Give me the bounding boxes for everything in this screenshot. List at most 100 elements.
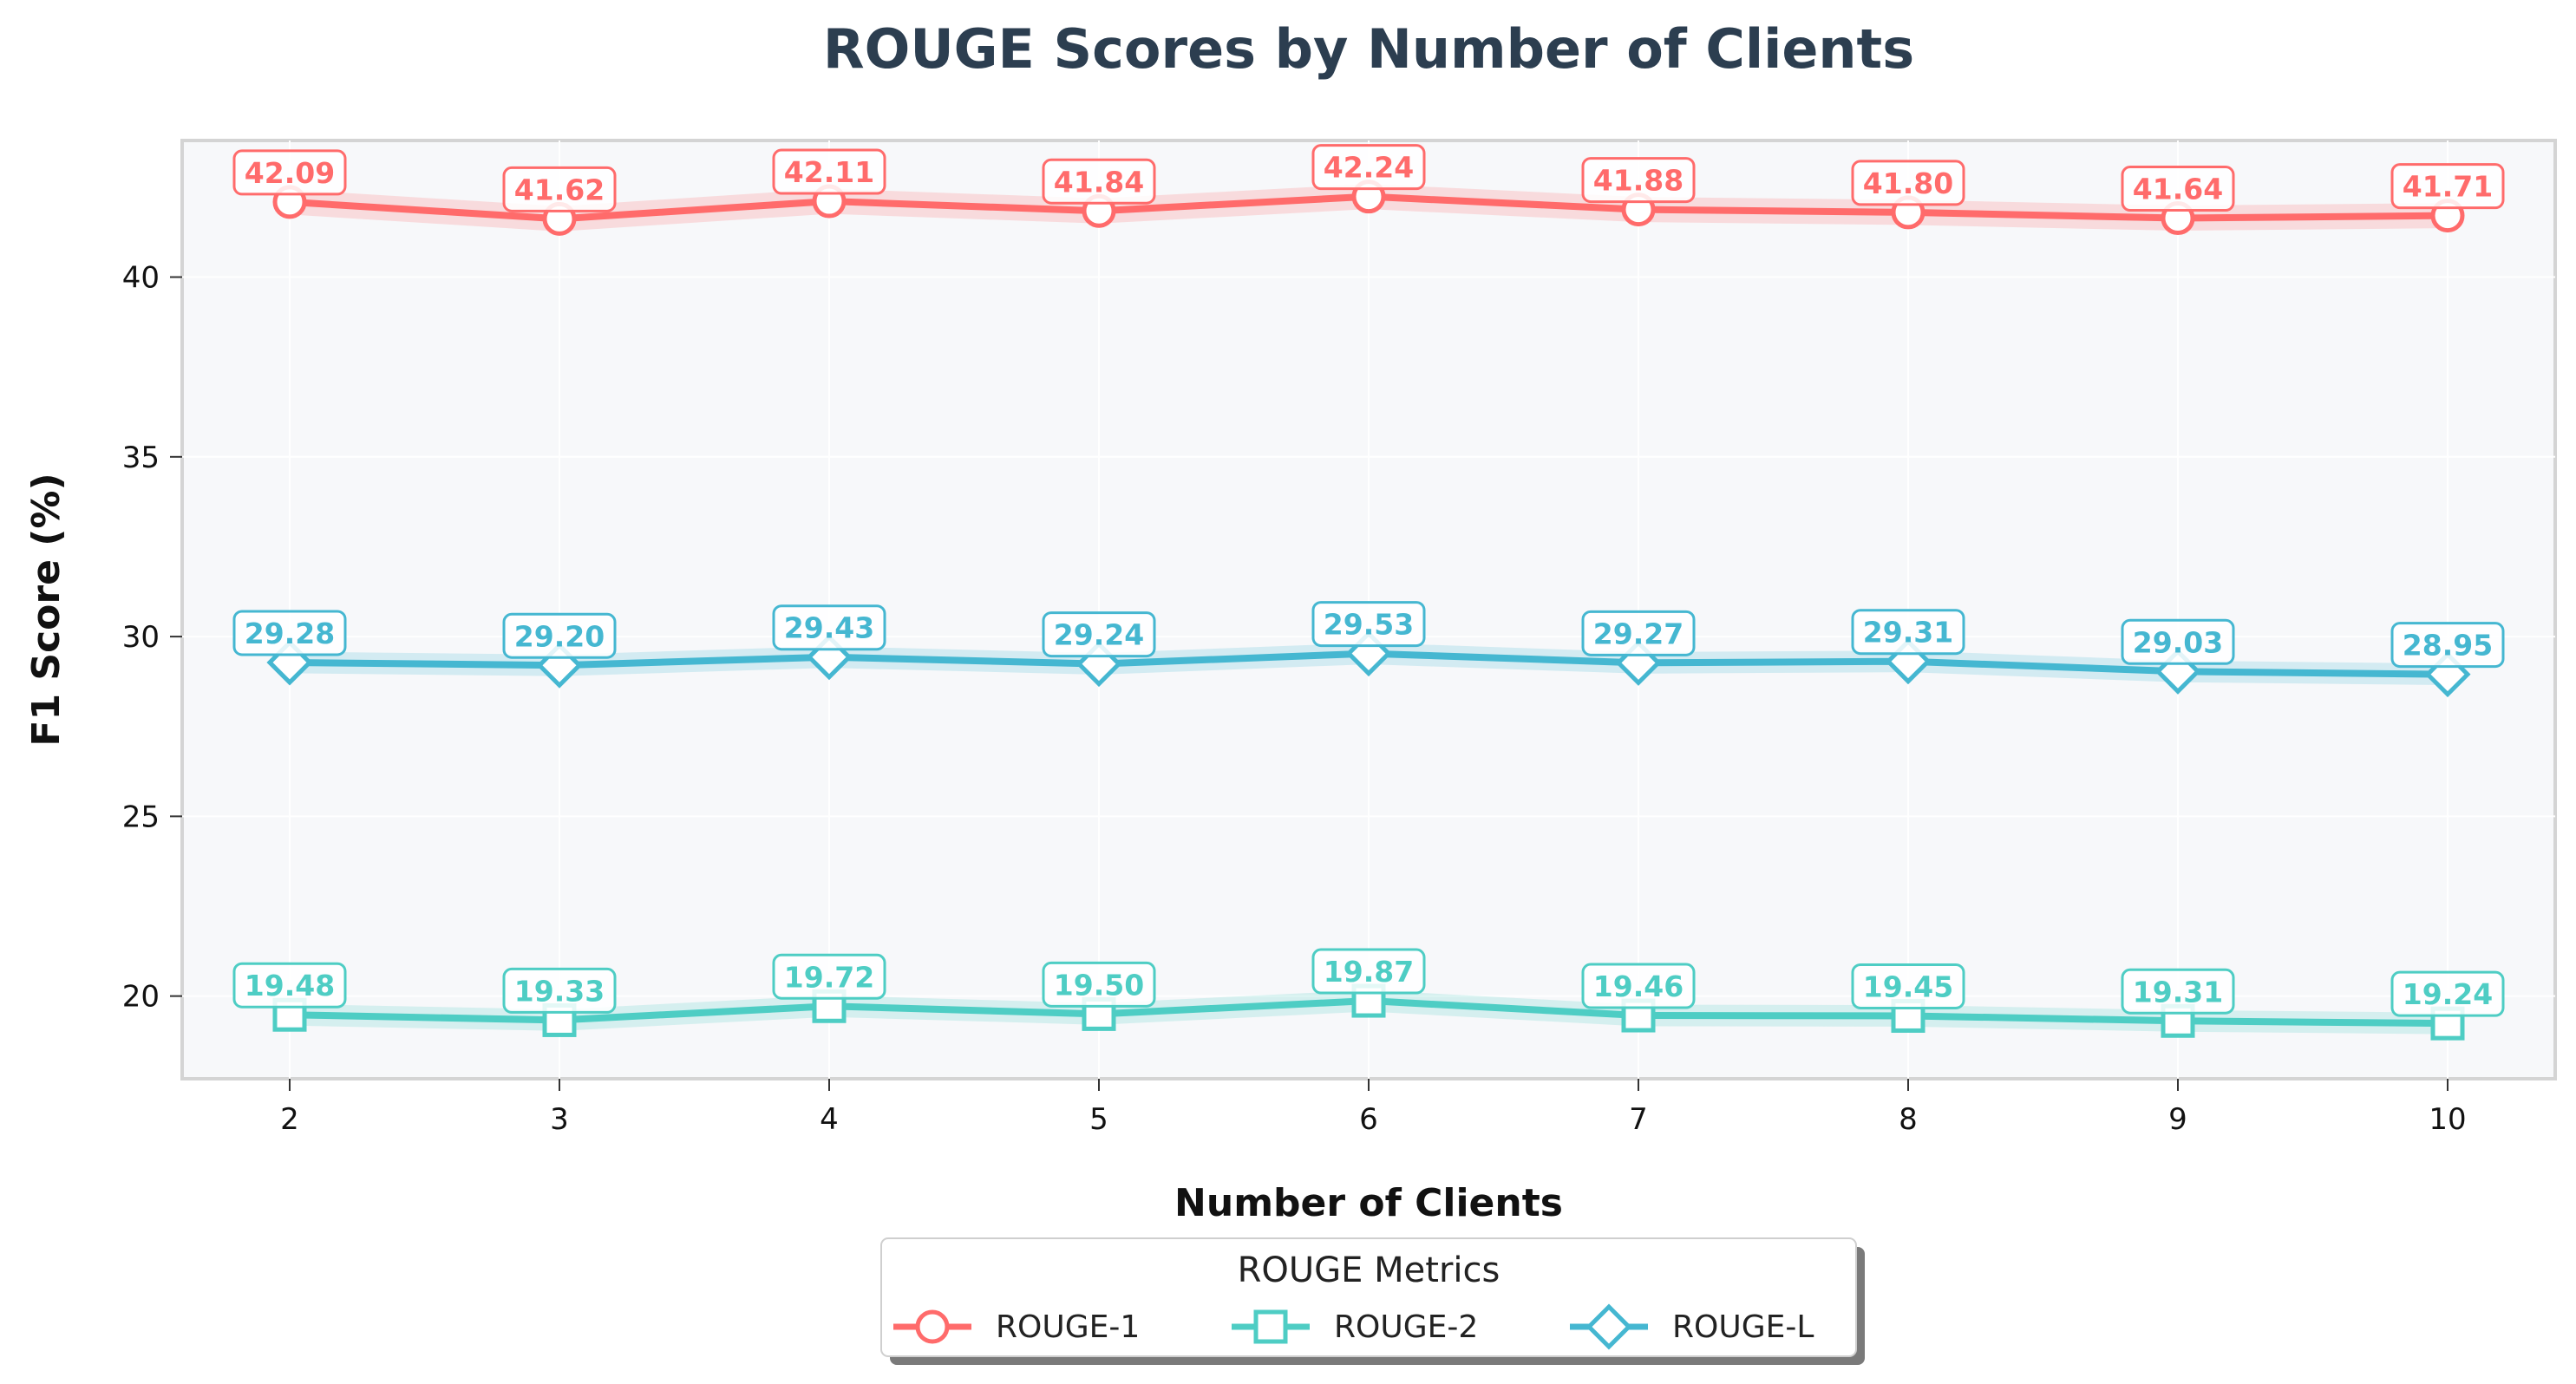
data-labels: 42.09 41.62 42.11 41.84 42.24 41.88 41.80 41.64…	[232, 144, 2505, 1017]
data-label: 28.95	[2390, 622, 2505, 669]
legend-label: ROUGE-1	[996, 1309, 1140, 1345]
y-tick-label: 20	[122, 980, 160, 1015]
data-label-box	[1042, 158, 1156, 205]
data-label-text: 42.11	[784, 155, 874, 189]
data-label: 29.28	[232, 610, 347, 656]
data-label: 42.11	[772, 148, 886, 195]
data-label-box	[1042, 961, 1156, 1008]
data-label-box	[2390, 163, 2505, 210]
data-label-box	[772, 604, 886, 651]
data-label-text: 41.84	[1054, 165, 1144, 199]
y-tick-label: 25	[122, 800, 160, 834]
x-tick-label: 4	[820, 1102, 839, 1137]
x-tick-label: 2	[280, 1102, 299, 1137]
data-label-box	[772, 148, 886, 195]
data-label-box	[1581, 157, 1696, 204]
data-label: 19.87	[1311, 948, 1426, 995]
data-label: 29.53	[1311, 601, 1426, 648]
data-label-text: 19.31	[2133, 975, 2223, 1009]
data-label: 42.09	[232, 149, 347, 196]
data-label-text: 19.45	[1863, 969, 1953, 1003]
data-label-box	[2121, 618, 2235, 665]
y-axis-ticks: 20 25 30 35 40	[122, 261, 182, 1015]
legend-title: ROUGE Metrics	[1238, 1250, 1500, 1290]
legend-item-rouge-l: ROUGE-L	[1570, 1303, 1814, 1350]
data-label: 29.27	[1581, 610, 1696, 656]
y-tick-label: 35	[122, 441, 160, 475]
data-label: 19.31	[2121, 968, 2235, 1015]
data-label-box	[2390, 970, 2505, 1017]
data-label-text: 29.28	[245, 617, 335, 650]
data-label: 41.88	[1581, 157, 1696, 204]
x-axis-ticks: 2 3 4 5 6 7 8 9 10	[280, 1079, 2467, 1137]
data-label: 29.31	[1851, 609, 1965, 656]
data-label-box	[232, 962, 347, 1009]
data-label: 41.80	[1851, 160, 1965, 206]
data-label-box	[2121, 968, 2235, 1015]
data-label-box	[1311, 144, 1426, 191]
x-tick-label: 5	[1089, 1102, 1108, 1137]
x-tick-label: 7	[1629, 1102, 1648, 1137]
data-label-box	[1851, 963, 1965, 1009]
data-label-text: 29.43	[784, 611, 874, 645]
data-label: 41.84	[1042, 158, 1156, 205]
data-label-box	[772, 953, 886, 1000]
data-label-box	[502, 612, 617, 659]
data-label-text: 29.20	[514, 619, 605, 653]
legend-items: ROUGE-1 ROUGE-2 ROUGE-L	[893, 1303, 1814, 1350]
data-label-text: 19.50	[1054, 968, 1144, 1002]
data-label-text: 41.64	[2133, 173, 2223, 206]
data-label: 29.43	[772, 604, 886, 651]
legend-label: ROUGE-L	[1672, 1309, 1814, 1345]
data-label-box	[1311, 601, 1426, 648]
marker-circle	[915, 1309, 950, 1344]
data-label-text: 28.95	[2403, 629, 2493, 663]
y-axis-label: F1 Score (%)	[24, 473, 69, 746]
data-label: 19.45	[1851, 963, 1965, 1009]
data-label: 29.20	[502, 612, 617, 659]
x-tick-label: 3	[550, 1102, 569, 1137]
data-label: 41.71	[2390, 163, 2505, 210]
data-label-text: 19.24	[2403, 977, 2493, 1011]
data-label-text: 19.48	[245, 969, 335, 1002]
data-label-box	[2390, 622, 2505, 669]
data-label-box	[232, 610, 347, 656]
data-label-text: 41.80	[1863, 166, 1953, 200]
data-label-text: 41.71	[2403, 170, 2493, 204]
x-tick-label: 10	[2429, 1102, 2466, 1137]
x-tick-label: 8	[1899, 1102, 1918, 1137]
data-label-box	[1581, 610, 1696, 656]
data-label: 29.24	[1042, 611, 1156, 658]
data-label-box	[1851, 160, 1965, 206]
data-label-text: 41.88	[1593, 164, 1684, 198]
data-label: 19.33	[502, 967, 617, 1014]
data-label: 29.03	[2121, 618, 2235, 665]
data-label: 41.62	[502, 166, 617, 212]
data-label-text: 19.33	[514, 974, 605, 1008]
data-label: 19.48	[232, 962, 347, 1009]
data-label-text: 29.24	[1054, 618, 1144, 652]
data-label-text: 29.53	[1324, 608, 1414, 642]
data-label-box	[502, 967, 617, 1014]
x-axis-label: Number of Clients	[1174, 1181, 1563, 1225]
data-label: 19.72	[772, 953, 886, 1000]
marker-diamond	[1585, 1303, 1632, 1350]
chart-title: ROUGE Scores by Number of Clients	[823, 17, 1914, 81]
y-tick-label: 30	[122, 620, 160, 655]
x-tick-label: 9	[2168, 1102, 2187, 1137]
legend-item-rouge-1: ROUGE-1	[893, 1309, 1140, 1345]
data-label: 19.46	[1581, 963, 1696, 1009]
legend: ROUGE Metrics ROUGE-1 ROUGE-2 ROUGE-L	[880, 1237, 1865, 1365]
legend-label: ROUGE-2	[1334, 1309, 1478, 1345]
data-label-box	[1311, 948, 1426, 995]
x-tick-label: 6	[1359, 1102, 1378, 1137]
data-label-box	[1042, 611, 1156, 658]
data-label-text: 41.62	[514, 173, 605, 206]
data-label-box	[232, 149, 347, 196]
data-label-box	[502, 166, 617, 212]
data-label-text: 29.03	[2133, 625, 2223, 659]
data-label-text: 42.24	[1324, 151, 1414, 185]
legend-item-rouge-2: ROUGE-2	[1232, 1309, 1478, 1345]
data-label-box	[1851, 609, 1965, 656]
